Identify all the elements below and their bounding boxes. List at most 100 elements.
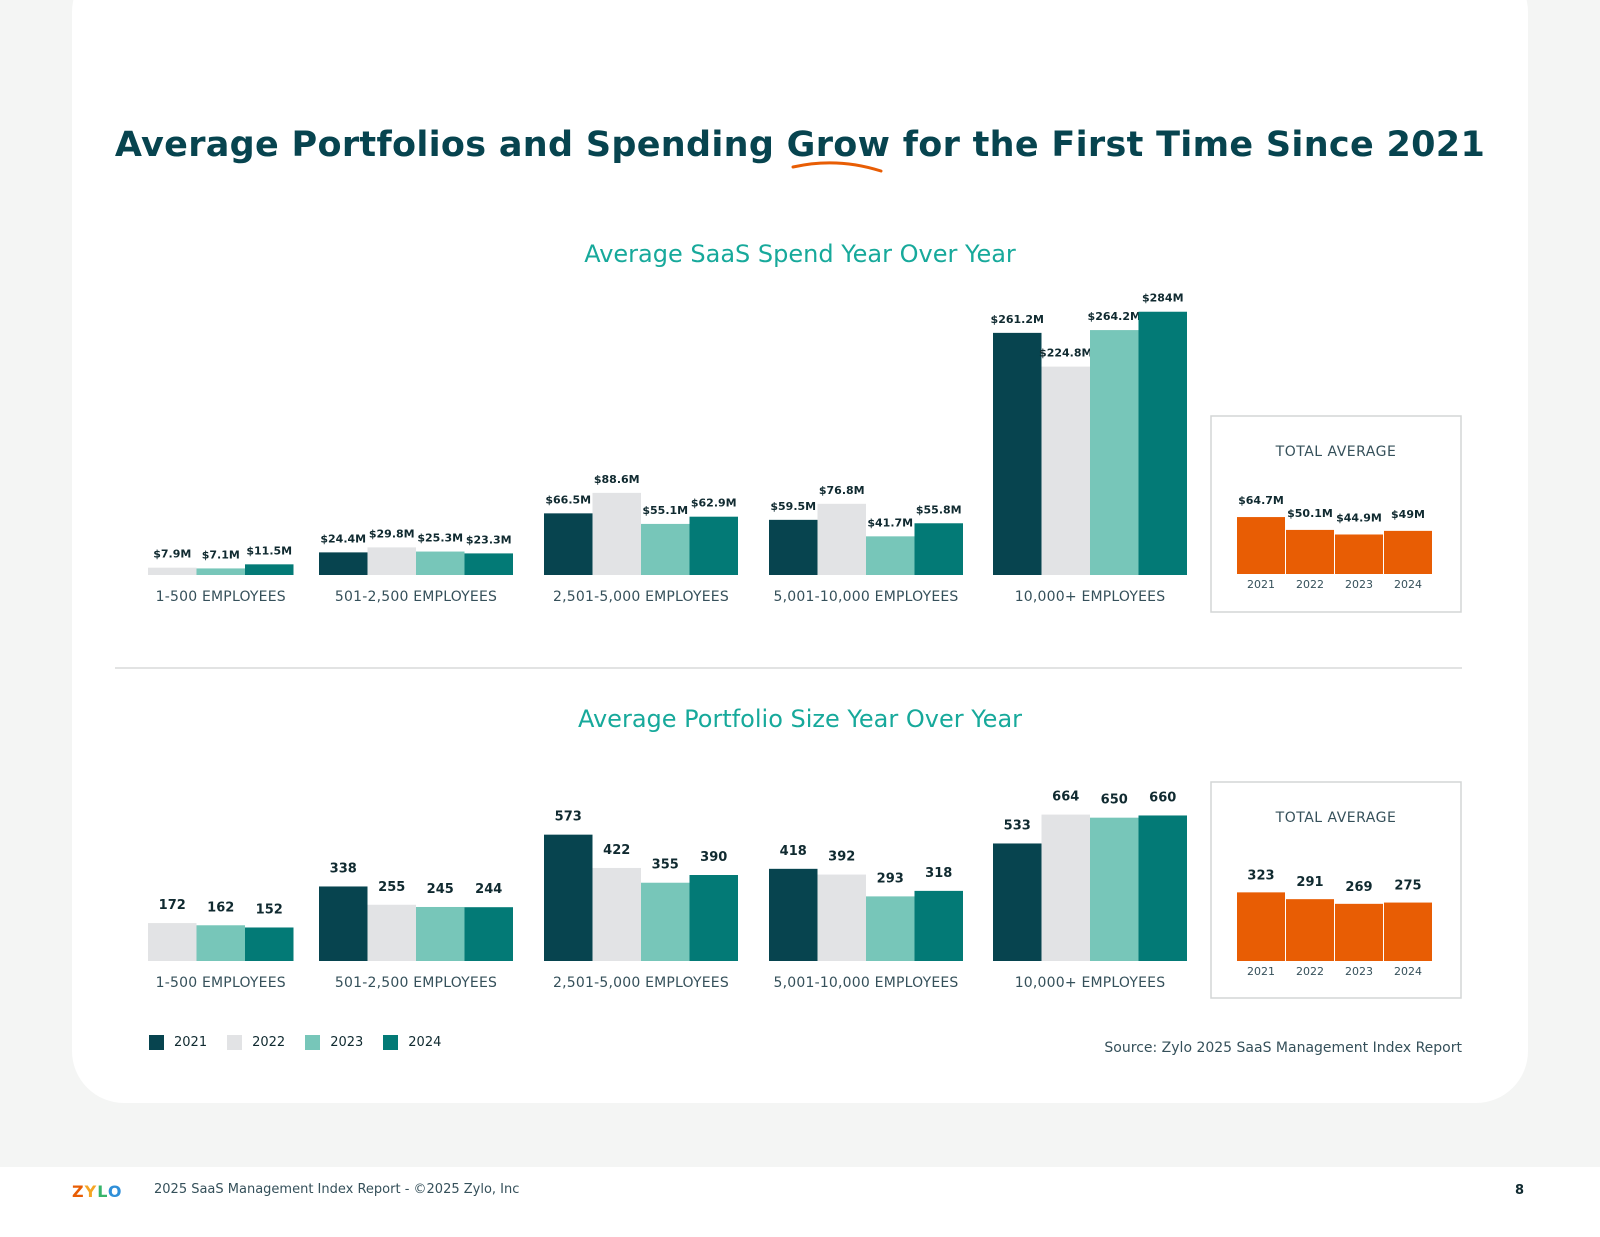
portfolio-chart: 172 162 152 1-500 EMPLOYEES 338 255 245 244 501-… bbox=[148, 781, 1462, 999]
page-title: Average Portfolios and Spending Grow for… bbox=[114, 125, 1486, 165]
bar-label-2022-3: 422 bbox=[603, 843, 630, 858]
legend-label-2024: 2024 bbox=[408, 1035, 442, 1050]
bar-label-2021-4: 418 bbox=[780, 844, 807, 859]
zylo-logo: ZYLO bbox=[72, 1183, 122, 1199]
total-average-bar-2021 bbox=[1237, 892, 1285, 961]
bar-2024-3 bbox=[689, 875, 738, 961]
bar-2023-2 bbox=[416, 906, 465, 961]
total-average-label-2023: $44.9M bbox=[1336, 511, 1382, 524]
legend-label-2023: 2023 bbox=[330, 1035, 364, 1050]
group-label-3: 2,501-5,000 EMPLOYEES bbox=[553, 589, 729, 605]
bar-label-2024-4: $55.8M bbox=[916, 503, 962, 516]
total-average-title: TOTAL AVERAGE bbox=[1275, 444, 1397, 460]
bar-label-2022-2: $29.8M bbox=[369, 527, 415, 540]
total-average-tick-2024: 2024 bbox=[1394, 578, 1422, 591]
bar-2021-4 bbox=[769, 868, 818, 961]
bar-2023-2 bbox=[416, 551, 465, 575]
page-number: 8 bbox=[1514, 1183, 1524, 1198]
total-average-label-2021: 323 bbox=[1247, 868, 1274, 883]
bar-2024-4 bbox=[914, 890, 963, 961]
total-average-tick-2022: 2022 bbox=[1296, 965, 1324, 978]
total-average-bar-2023 bbox=[1335, 903, 1383, 961]
total-average-label-2022: $50.1M bbox=[1287, 507, 1333, 520]
bar-label-2022-3: $88.6M bbox=[594, 473, 640, 486]
total-average-label-2023: 269 bbox=[1345, 880, 1372, 895]
bar-2024-1 bbox=[245, 927, 294, 961]
total-average-tick-2021: 2021 bbox=[1247, 965, 1275, 978]
bar-label-2023-5: $264.2M bbox=[1088, 310, 1141, 323]
bar-label-2023-5: 650 bbox=[1101, 793, 1128, 808]
bar-2024-4 bbox=[914, 523, 963, 575]
bar-2022-3 bbox=[592, 492, 641, 575]
legend-label-2022: 2022 bbox=[252, 1035, 286, 1050]
bar-label-2021-2: $24.4M bbox=[320, 532, 366, 545]
bar-label-2021-2: 338 bbox=[330, 861, 357, 876]
group-label-5: 10,000+ EMPLOYEES bbox=[1015, 589, 1166, 605]
bar-label-2024-1: $11.5M bbox=[246, 544, 292, 557]
group-label-4: 5,001-10,000 EMPLOYEES bbox=[773, 589, 958, 605]
bar-label-2024-2: 244 bbox=[475, 882, 502, 897]
bar-2023-3 bbox=[641, 882, 690, 961]
bar-label-2023-4: $41.7M bbox=[867, 516, 913, 529]
legend-item-2024: 2024 bbox=[383, 1035, 441, 1050]
total-average-box bbox=[1210, 781, 1462, 999]
bar-2022-1 bbox=[148, 923, 197, 961]
bar-2021-2 bbox=[319, 886, 368, 961]
legend-swatch-2021 bbox=[149, 1035, 164, 1050]
legend-label-2021: 2021 bbox=[174, 1035, 208, 1050]
bar-label-2023-1: $7.1M bbox=[202, 548, 240, 561]
bar-label-2024-5: $284M bbox=[1142, 292, 1184, 305]
group-label-2: 501-2,500 EMPLOYEES bbox=[335, 975, 497, 991]
bar-label-2024-3: 390 bbox=[700, 850, 727, 865]
bar-2022-1 bbox=[148, 567, 197, 575]
group-label-4: 5,001-10,000 EMPLOYEES bbox=[773, 975, 958, 991]
bar-2022-2 bbox=[367, 904, 416, 961]
legend-item-2023: 2023 bbox=[305, 1035, 363, 1050]
bar-label-2022-5: 664 bbox=[1052, 790, 1079, 805]
bar-2022-5 bbox=[1041, 366, 1090, 575]
total-average-bar-2023 bbox=[1335, 534, 1383, 574]
bar-2023-1 bbox=[196, 925, 245, 961]
spend-chart: $7.9M $7.1M $11.5M 1-500 EMPLOYEES $24.4M $29… bbox=[148, 292, 1462, 613]
bar-label-2021-4: $59.5M bbox=[770, 500, 816, 513]
bar-2021-5 bbox=[993, 843, 1042, 961]
total-average-label-2024: 275 bbox=[1394, 879, 1421, 894]
bar-2023-1 bbox=[196, 568, 245, 575]
bar-2024-2 bbox=[464, 553, 513, 575]
bar-2023-5 bbox=[1090, 817, 1139, 961]
total-average-tick-2022: 2022 bbox=[1296, 578, 1324, 591]
bar-label-2022-1: 172 bbox=[159, 898, 186, 913]
total-average-label-2022: 291 bbox=[1296, 875, 1323, 890]
title-underline-decoration bbox=[791, 161, 883, 173]
bar-2022-3 bbox=[592, 867, 641, 961]
group-label-5: 10,000+ EMPLOYEES bbox=[1015, 975, 1166, 991]
bar-label-2022-4: $76.8M bbox=[819, 484, 865, 497]
legend-swatch-2022 bbox=[227, 1035, 243, 1050]
bar-label-2022-4: 392 bbox=[828, 850, 855, 865]
total-average-bar-2024 bbox=[1384, 530, 1432, 574]
bar-2024-5 bbox=[1138, 311, 1187, 575]
bar-2024-2 bbox=[464, 907, 513, 961]
svg-text:ZYLO: ZYLO bbox=[72, 1183, 122, 1199]
bar-2023-3 bbox=[641, 523, 690, 575]
legend-swatch-2023 bbox=[305, 1035, 321, 1050]
total-average-tick-2023: 2023 bbox=[1345, 965, 1373, 978]
bar-label-2023-1: 162 bbox=[207, 900, 234, 915]
total-average-tick-2021: 2021 bbox=[1247, 578, 1275, 591]
bar-label-2023-3: $55.1M bbox=[642, 504, 688, 517]
bar-label-2022-5: $224.8M bbox=[1039, 347, 1092, 360]
bar-2024-5 bbox=[1138, 815, 1187, 961]
total-average-label-2021: $64.7M bbox=[1238, 494, 1284, 507]
chart-legend: 2021 2022 2023 2024 bbox=[149, 1035, 461, 1050]
total-average-tick-2023: 2023 bbox=[1345, 578, 1373, 591]
bar-label-2023-3: 355 bbox=[652, 858, 679, 873]
footer-text: 2025 SaaS Management Index Report - ©202… bbox=[154, 1182, 520, 1197]
source-note: Source: Zylo 2025 SaaS Management Index … bbox=[1104, 1040, 1462, 1056]
bar-label-2021-3: 573 bbox=[555, 810, 582, 825]
bar-2022-4 bbox=[817, 503, 866, 575]
bar-label-2024-3: $62.9M bbox=[691, 497, 737, 510]
total-average-bar-2021 bbox=[1237, 517, 1285, 574]
page-footer bbox=[0, 1167, 1600, 1237]
bar-2022-2 bbox=[367, 547, 416, 575]
bar-label-2021-5: $261.2M bbox=[991, 313, 1044, 326]
